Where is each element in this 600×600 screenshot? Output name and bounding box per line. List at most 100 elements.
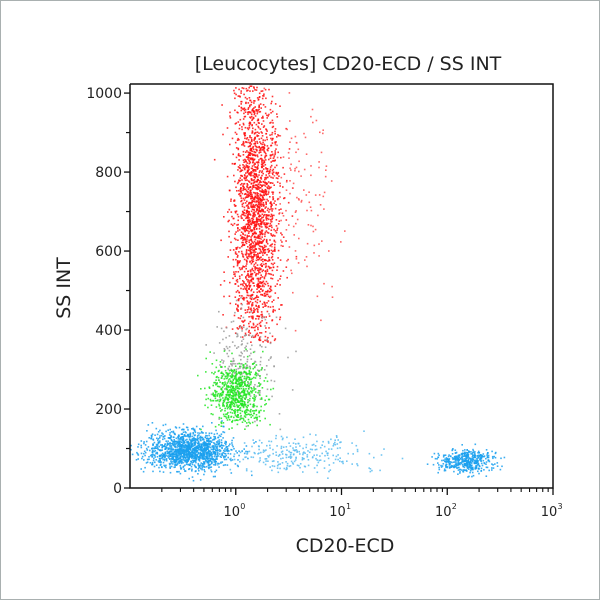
data-point (140, 444, 142, 447)
data-point (248, 162, 251, 165)
data-point (237, 215, 240, 218)
data-point (275, 141, 277, 143)
data-point (246, 384, 249, 387)
data-point (250, 101, 253, 104)
data-point (302, 436, 305, 439)
data-point (223, 415, 226, 418)
data-point (186, 435, 189, 437)
data-point (171, 452, 173, 455)
data-point (180, 462, 183, 465)
data-point (227, 390, 229, 393)
data-point (243, 161, 245, 163)
data-point (276, 269, 278, 271)
data-point (248, 244, 251, 247)
data-point (222, 397, 224, 399)
data-point (234, 408, 236, 411)
data-point (289, 180, 291, 182)
data-point (219, 284, 222, 286)
data-point (310, 224, 312, 227)
data-point (255, 236, 257, 239)
data-point (215, 441, 218, 443)
data-point (185, 435, 187, 438)
data-point (251, 195, 254, 198)
data-point (318, 161, 320, 163)
data-point (285, 461, 287, 463)
data-point (246, 355, 249, 358)
data-point (202, 438, 205, 440)
data-point (219, 393, 222, 395)
data-point (168, 462, 171, 465)
data-point (268, 228, 270, 230)
data-point (154, 434, 156, 436)
data-point (207, 446, 209, 449)
data-point (232, 153, 234, 156)
data-point (250, 298, 253, 301)
data-point (261, 315, 264, 317)
data-point (270, 249, 273, 252)
data-point (269, 357, 272, 360)
data-point (246, 240, 248, 242)
data-point (161, 445, 164, 447)
data-point (261, 97, 264, 100)
data-point (225, 327, 228, 329)
data-point (285, 446, 288, 448)
data-point (251, 421, 254, 424)
data-point (188, 445, 191, 448)
data-point (239, 118, 242, 121)
data-point (240, 191, 242, 193)
data-point (244, 383, 246, 385)
data-point (481, 464, 484, 467)
data-point (258, 196, 261, 199)
data-point (246, 175, 249, 177)
data-point (257, 119, 260, 121)
data-point (239, 371, 241, 374)
data-point (137, 446, 139, 448)
data-point (459, 463, 461, 466)
data-point (235, 231, 237, 233)
data-point (243, 367, 246, 369)
data-point (301, 458, 304, 461)
data-point (183, 452, 186, 455)
data-point (286, 179, 288, 182)
data-point (233, 89, 235, 92)
data-point (193, 429, 196, 432)
data-point (269, 196, 271, 198)
data-point (261, 276, 264, 278)
data-point (255, 187, 258, 189)
data-point (270, 213, 273, 216)
data-point (269, 290, 272, 293)
data-point (229, 386, 231, 389)
data-point (151, 450, 154, 453)
data-point (256, 277, 259, 280)
data-point (230, 241, 232, 244)
data-point (224, 453, 227, 455)
data-point (172, 430, 175, 433)
data-point (248, 311, 251, 314)
data-point (258, 138, 261, 140)
data-point (242, 202, 245, 205)
data-point (228, 230, 230, 233)
data-point (277, 151, 279, 154)
data-point (267, 176, 269, 179)
data-point (234, 398, 237, 401)
data-point (137, 454, 140, 456)
data-point (253, 228, 256, 231)
data-point (146, 430, 148, 432)
data-point (241, 320, 243, 322)
data-point (337, 454, 339, 456)
data-point (191, 470, 193, 472)
data-point (233, 368, 236, 371)
data-point (249, 395, 252, 397)
data-point (181, 438, 184, 440)
data-point (293, 460, 296, 463)
data-point (264, 185, 267, 187)
data-point (294, 449, 296, 452)
data-point (242, 154, 245, 156)
data-point (191, 435, 194, 438)
data-point (240, 187, 242, 189)
data-point (268, 218, 270, 221)
data-point (259, 375, 261, 377)
data-point (239, 234, 242, 237)
data-point (214, 437, 217, 440)
data-point (231, 389, 233, 391)
